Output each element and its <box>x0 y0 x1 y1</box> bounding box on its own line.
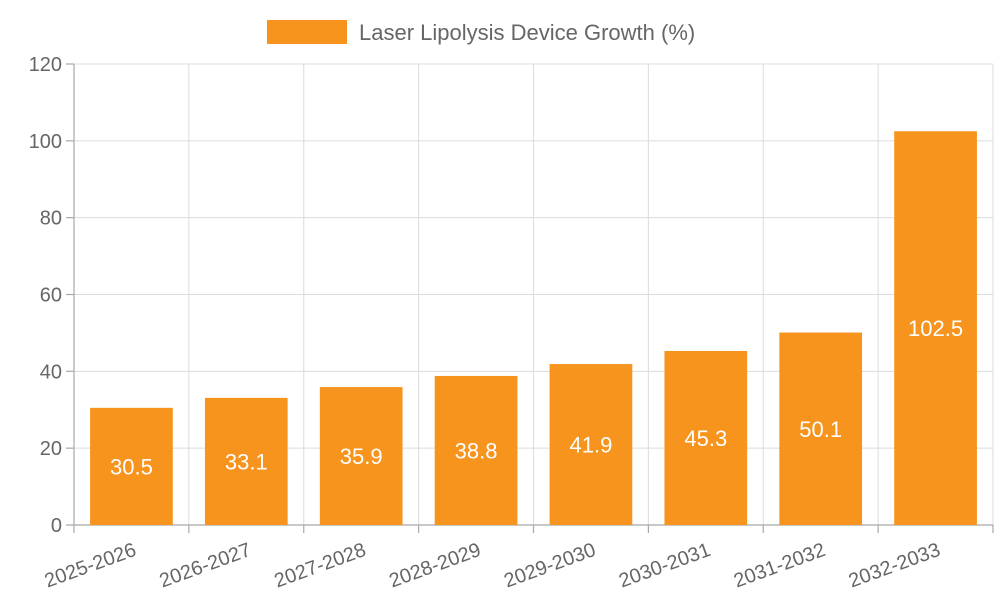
y-tick-label: 100 <box>29 131 62 153</box>
y-tick-label: 40 <box>40 361 62 383</box>
bar[interactable] <box>90 407 173 525</box>
x-tick-label: 2026-2027 <box>157 539 254 592</box>
bar-value-label: 41.9 <box>570 433 613 458</box>
bar-value-label: 33.1 <box>225 449 268 474</box>
x-tick-label: 2028-2029 <box>386 539 483 592</box>
y-tick-label: 120 <box>29 54 62 76</box>
bars <box>90 131 977 525</box>
x-tick-label: 2032-2033 <box>846 539 943 592</box>
x-tick-label: 2029-2030 <box>501 539 598 592</box>
x-tick-label: 2031-2032 <box>731 539 828 592</box>
legend-swatch[interactable] <box>267 20 347 44</box>
bar-value-label: 45.3 <box>684 426 727 451</box>
x-tick-label: 2027-2028 <box>271 539 368 592</box>
data-labels: 30.5 33.1 35.9 38.8 41.9 45.3 50.1 102.5 <box>110 316 963 479</box>
bar[interactable] <box>779 332 863 525</box>
bar-value-label: 102.5 <box>908 316 963 341</box>
y-tick-label: 0 <box>51 515 62 537</box>
bar[interactable] <box>549 364 633 525</box>
bar[interactable] <box>319 387 403 525</box>
bar[interactable] <box>894 131 977 525</box>
bar-value-label: 35.9 <box>340 444 383 469</box>
y-tick-label: 80 <box>40 208 62 230</box>
bar[interactable] <box>204 397 288 525</box>
bar[interactable] <box>434 375 518 525</box>
grid <box>74 63 994 525</box>
x-tick-label: 2030-2031 <box>616 539 713 592</box>
legend-label[interactable]: Laser Lipolysis Device Growth (%) <box>359 20 695 45</box>
bar-value-label: 50.1 <box>799 417 842 442</box>
bar-value-label: 38.8 <box>455 438 498 463</box>
bar-value-label: 30.5 <box>110 454 153 479</box>
x-tick-label: 2025-2026 <box>42 539 139 592</box>
y-tick-label: 20 <box>40 438 62 460</box>
legend[interactable]: Laser Lipolysis Device Growth (%) <box>267 20 695 45</box>
bar[interactable] <box>664 350 748 525</box>
y-tick-label: 60 <box>40 285 62 307</box>
